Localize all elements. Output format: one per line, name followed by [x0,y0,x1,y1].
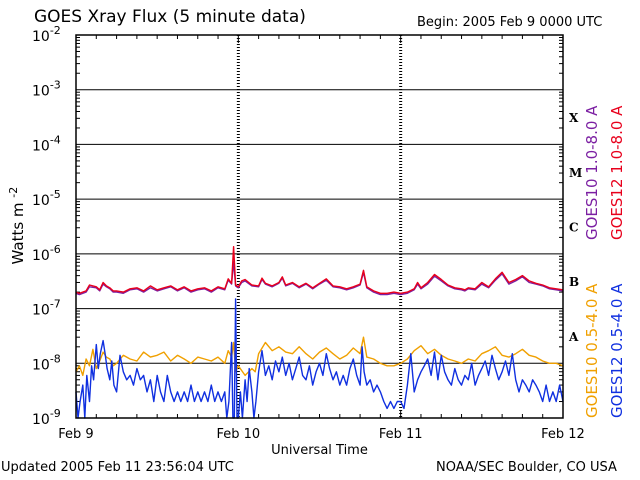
flare-class-label-a: A [568,330,579,344]
legend-entry-goes10-0-5-4-0-a: GOES10 0.5-4.0 A [583,283,601,418]
y-axis-label: Watts m -2 [7,187,27,265]
x-axis-label: Universal Time [271,443,368,458]
x-tick-label: Feb 11 [379,427,423,442]
updated-timestamp: Updated 2005 Feb 11 23:56:04 UTC [1,460,234,475]
series-line-goes12-1-0-8-0-a [75,246,564,294]
begin-time: Begin: 2005 Feb 9 0000 UTC [417,15,603,30]
flare-class-label-x: X [569,111,579,125]
y-tick-label: 10-9 [32,407,61,428]
y-tick-label: 10-5 [32,188,61,209]
flare-class-label-m: M [569,166,582,180]
flare-class-label-b: B [569,275,579,289]
legend-entry-goes12-1-0-8-0-a: GOES12 1.0-8.0 A [608,105,626,240]
y-tick-label: 10-6 [32,243,61,264]
x-tick-label: Feb 12 [541,427,585,442]
series-line-goes10-1-0-8-0-a [75,261,564,296]
chart-title: GOES Xray Flux (5 minute data) [34,7,306,27]
y-tick-label: 10-3 [32,79,61,100]
x-tick-label: Feb 10 [216,427,260,442]
series-line-goes10-0-5-4-0-a [75,336,564,377]
legend-entry-goes10-1-0-8-0-a: GOES10 1.0-8.0 A [583,105,601,240]
y-tick-label: 10-2 [32,24,61,45]
x-tick-label: Feb 9 [58,427,93,442]
flare-class-label-c: C [569,221,579,235]
y-tick-label: 10-4 [32,133,61,154]
plot-frame [75,34,564,419]
y-tick-label: 10-7 [32,298,61,319]
series-line-goes12-0-5-4-0-a [75,298,564,419]
agency-credit: NOAA/SEC Boulder, CO USA [436,460,617,475]
legend-entry-goes12-0-5-4-0-a: GOES12 0.5-4.0 A [608,283,626,418]
y-tick-label: 10-8 [32,352,61,373]
